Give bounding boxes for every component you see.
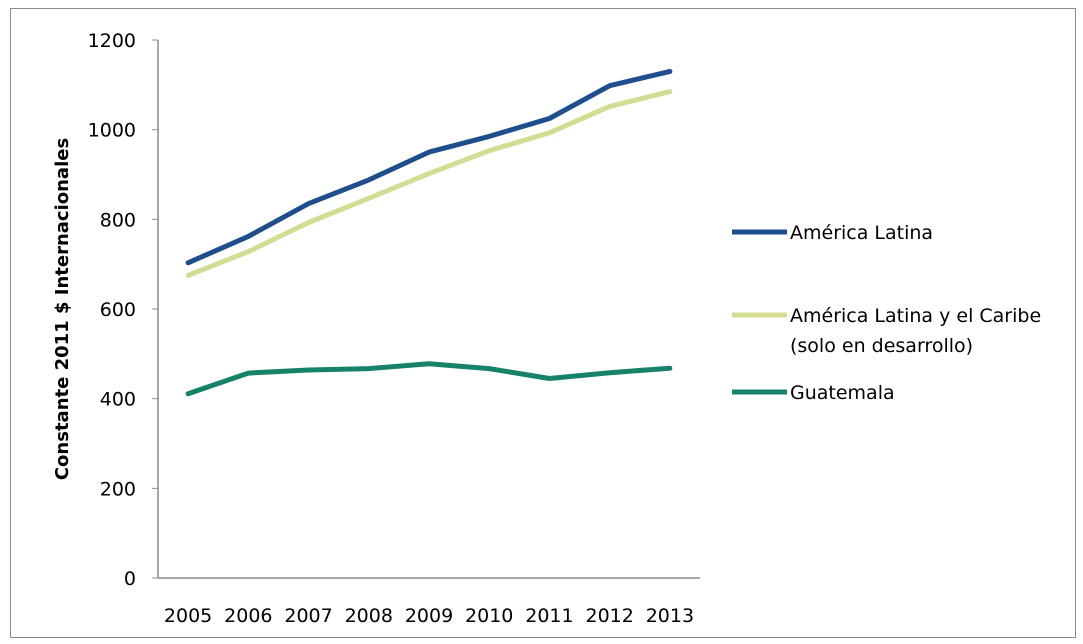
x-tick-label: 2008 [345,605,393,627]
x-tick-label: 2006 [224,605,272,627]
y-tick-label: 400 [100,389,136,411]
x-tick-label: 2007 [284,605,332,627]
y-tick-label: 1000 [88,120,136,142]
x-tick-label: 2010 [465,605,513,627]
series-line-1 [185,68,673,266]
series-lines [185,68,673,397]
x-tick-label: 2013 [646,605,694,627]
y-tick-label: 1200 [88,30,136,52]
legend: América Latina América Latina y el Caribe… [732,222,1041,404]
chart-frame [10,8,1076,638]
legend-label-1: América Latina [790,222,933,244]
series-line-3 [185,361,673,397]
legend-label-2: (solo en desarrollo) [790,335,973,357]
series-line-2 [185,89,673,278]
x-tick-label: 2009 [405,605,453,627]
y-tick-label: 200 [100,478,136,500]
y-tick-label: 600 [100,299,136,321]
y-tick-labels: 0 200 400 600 800 1000 1200 [88,30,158,590]
x-tick-labels: 2005 2006 2007 2008 2009 2010 2011 2012 2013 [164,605,694,627]
y-tick-label: 0 [124,568,136,590]
x-tick-label: 2012 [585,605,633,627]
y-tick-label: 800 [100,209,136,231]
legend-label-3: Guatemala [790,382,895,404]
x-tick-label: 2005 [164,605,212,627]
x-tick-label: 2011 [525,605,573,627]
y-axis-title: Constante 2011 $ Internacionales [52,138,73,480]
legend-label-2: América Latina y el Caribe [790,305,1041,327]
